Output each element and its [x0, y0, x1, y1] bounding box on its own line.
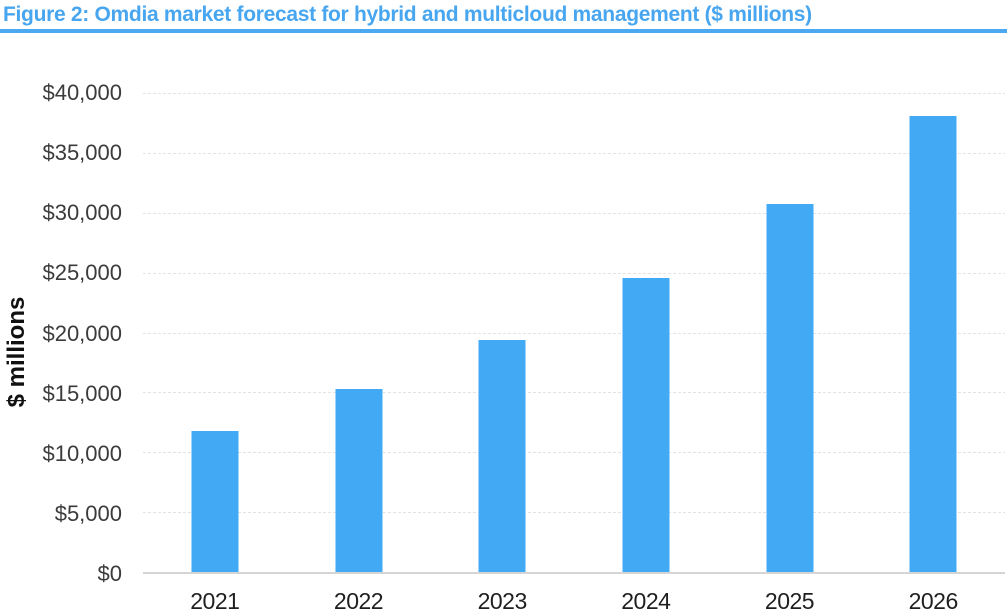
bar-2022 [335, 389, 382, 572]
figure-title: Figure 2: Omdia market forecast for hybr… [3, 3, 812, 26]
gridline [143, 452, 1005, 454]
gridline [143, 212, 1005, 214]
y-tick-label: $35,000 [42, 140, 122, 166]
y-tick-label: $5,000 [54, 500, 122, 526]
x-tick-label: 2024 [621, 588, 671, 614]
gridline [143, 93, 1005, 94]
bar-2021 [191, 430, 239, 572]
x-tick-label: 2023 [477, 588, 528, 614]
y-tick-label: $30,000 [42, 200, 122, 226]
x-tick-label: 2021 [190, 588, 240, 614]
title-underline [0, 29, 1007, 33]
x-axis-labels: 2021 2022 2023 2024 2025 2026 [143, 589, 1005, 616]
y-tick-label: $10,000 [42, 440, 122, 466]
y-tick-label: $15,000 [42, 380, 122, 406]
x-tick-label: 2022 [333, 588, 384, 614]
bar-2026 [909, 115, 957, 572]
bar-2024 [622, 278, 670, 572]
gridline [143, 152, 1005, 154]
y-tick-label: $20,000 [42, 320, 122, 346]
plot-area [143, 93, 1005, 574]
y-tick-label: $25,000 [42, 260, 122, 286]
gridline [143, 512, 1005, 514]
gridline [143, 332, 1005, 334]
bar-2025 [766, 204, 813, 572]
bar-2023 [478, 340, 526, 572]
y-axis-ticks: $0 $5,000 $10,000 $15,000 $20,000 $25,000 $30,… [0, 82, 122, 585]
x-tick-label: 2025 [764, 588, 815, 614]
x-tick-label: 2026 [908, 588, 959, 614]
y-tick-label: $0 [97, 561, 122, 586]
gridline [143, 272, 1005, 274]
gridline [143, 392, 1005, 394]
y-tick-label: $40,000 [42, 80, 122, 105]
